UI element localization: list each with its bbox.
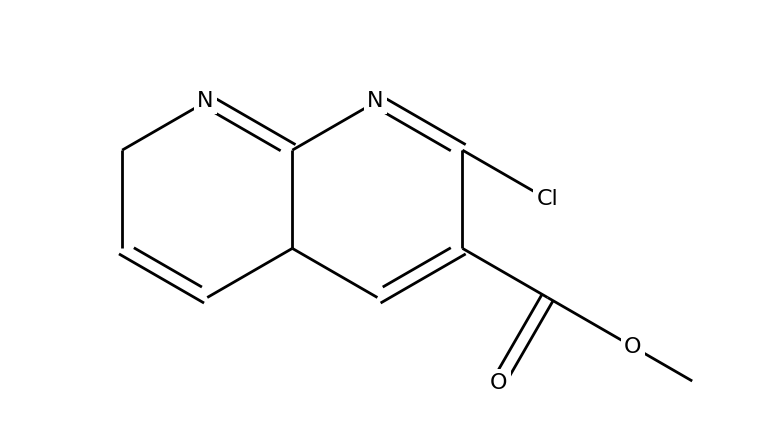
Text: N: N <box>197 91 213 111</box>
Text: O: O <box>624 337 641 357</box>
Text: Cl: Cl <box>537 189 559 209</box>
Text: N: N <box>367 91 384 111</box>
Text: O: O <box>489 373 507 392</box>
